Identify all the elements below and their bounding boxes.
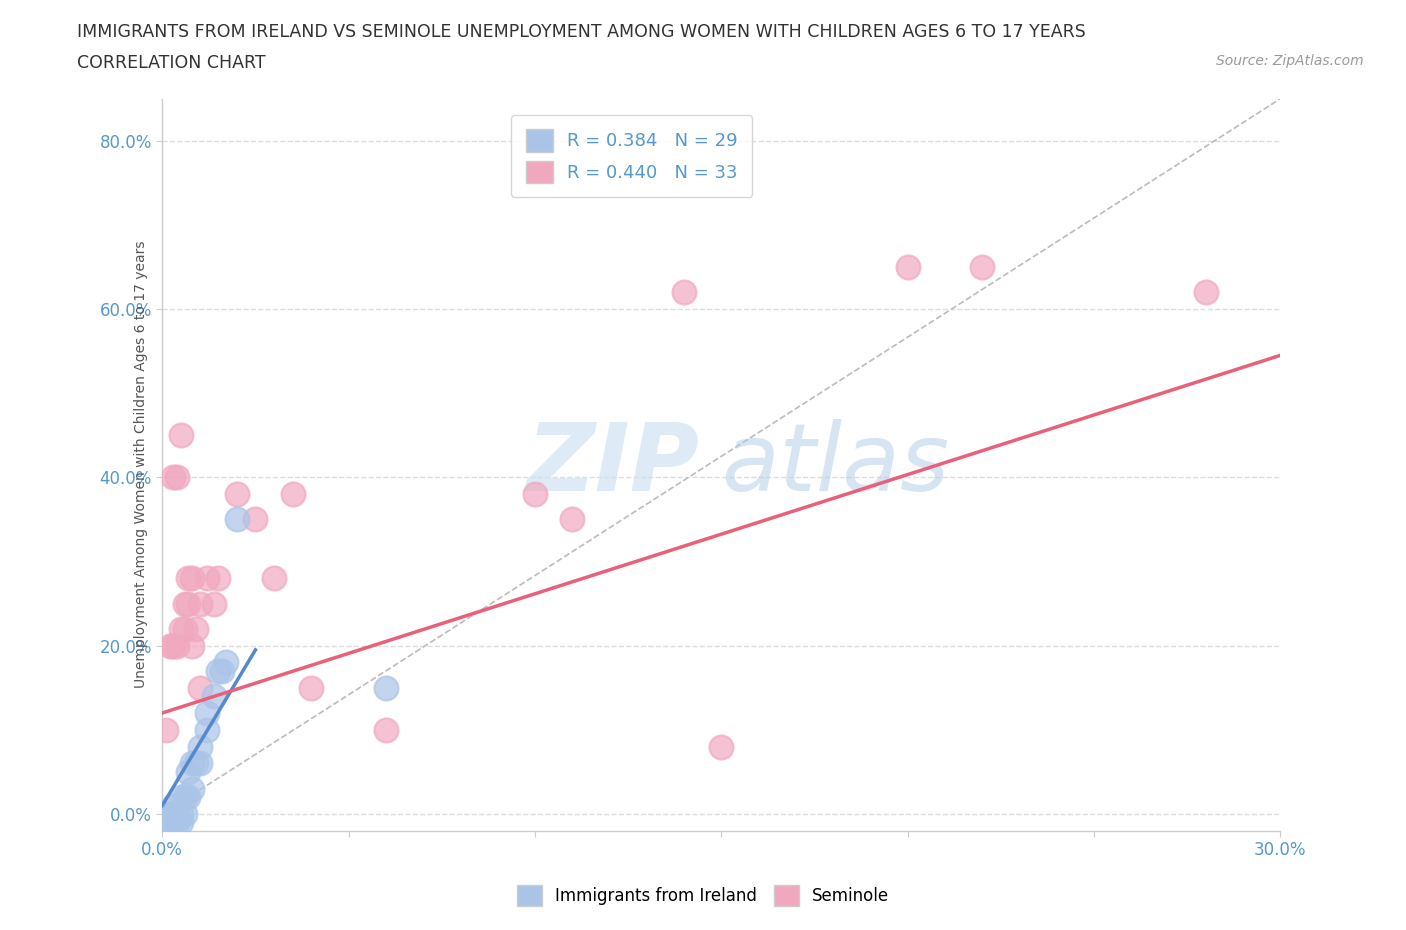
Text: ZIP: ZIP [526, 418, 699, 511]
Point [523, 486, 546, 501]
Point [166, 470, 188, 485]
Point [673, 285, 696, 299]
Point [166, 806, 188, 821]
Point [170, 428, 193, 443]
Point [155, 815, 177, 830]
Point [1195, 285, 1218, 299]
Point [184, 621, 207, 636]
Point [245, 512, 267, 527]
Point [181, 571, 204, 586]
Point [173, 790, 195, 804]
Point [225, 486, 247, 501]
Point [211, 663, 233, 678]
Point [170, 815, 193, 830]
Point [162, 815, 184, 830]
Point [204, 596, 226, 611]
Point [207, 663, 229, 678]
Point [173, 621, 195, 636]
Point [162, 806, 184, 821]
Point [166, 815, 188, 830]
Point [159, 815, 181, 830]
Point [162, 798, 184, 813]
Point [561, 512, 583, 527]
Point [897, 259, 920, 274]
Point [177, 571, 200, 586]
Point [374, 723, 396, 737]
Text: CORRELATION CHART: CORRELATION CHART [77, 54, 266, 72]
Point [263, 571, 285, 586]
Point [173, 596, 195, 611]
Point [207, 571, 229, 586]
Point [162, 638, 184, 653]
Point [155, 806, 177, 821]
Point [972, 259, 994, 274]
Point [188, 739, 211, 754]
Point [184, 756, 207, 771]
Point [159, 806, 181, 821]
Y-axis label: Unemployment Among Women with Children Ages 6 to 17 years: Unemployment Among Women with Children A… [135, 241, 149, 688]
Point [214, 655, 236, 670]
Point [195, 706, 218, 721]
Point [299, 680, 322, 695]
Point [195, 723, 218, 737]
Point [181, 756, 204, 771]
Point [188, 596, 211, 611]
Point [170, 790, 193, 804]
Point [170, 806, 193, 821]
Point [177, 764, 200, 779]
Point [281, 486, 304, 501]
Point [162, 470, 184, 485]
Point [155, 723, 177, 737]
Point [173, 806, 195, 821]
Legend: R = 0.384   N = 29, R = 0.440   N = 33: R = 0.384 N = 29, R = 0.440 N = 33 [512, 115, 752, 197]
Point [188, 680, 211, 695]
Legend: Immigrants from Ireland, Seminole: Immigrants from Ireland, Seminole [510, 879, 896, 912]
Point [195, 571, 218, 586]
Point [166, 638, 188, 653]
Text: IMMIGRANTS FROM IRELAND VS SEMINOLE UNEMPLOYMENT AMONG WOMEN WITH CHILDREN AGES : IMMIGRANTS FROM IRELAND VS SEMINOLE UNEM… [77, 23, 1085, 41]
Point [177, 790, 200, 804]
Point [159, 638, 181, 653]
Point [170, 621, 193, 636]
Point [204, 689, 226, 704]
Text: atlas: atlas [721, 419, 949, 511]
Text: Source: ZipAtlas.com: Source: ZipAtlas.com [1216, 54, 1364, 68]
Point [181, 638, 204, 653]
Point [225, 512, 247, 527]
Point [710, 739, 733, 754]
Point [188, 756, 211, 771]
Point [374, 680, 396, 695]
Point [177, 596, 200, 611]
Point [181, 781, 204, 796]
